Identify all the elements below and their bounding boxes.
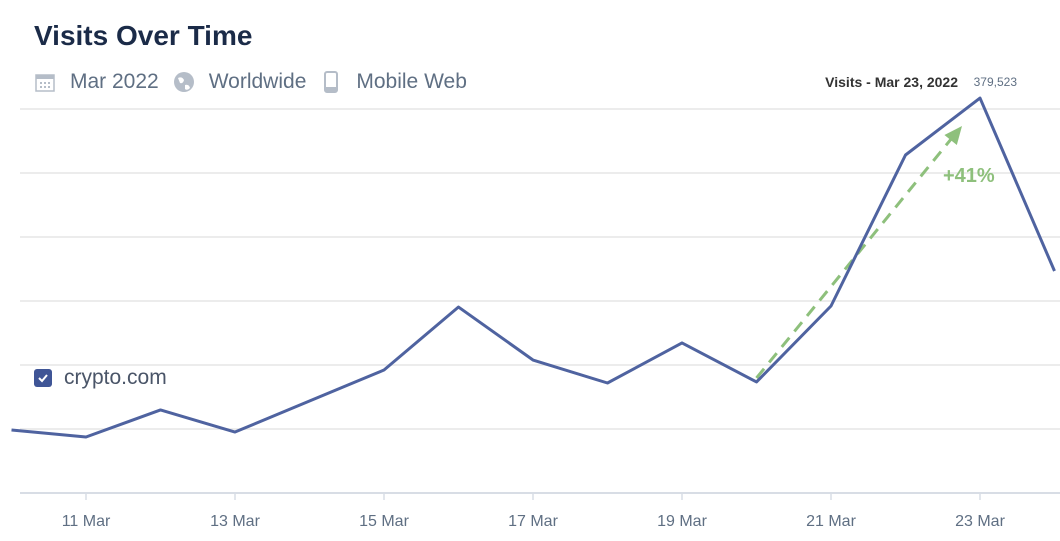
date-filter[interactable]: Mar 2022 <box>70 70 159 93</box>
legend-item-crypto-com[interactable]: crypto.com <box>34 366 167 390</box>
growth-arrow-head <box>944 126 962 146</box>
series-line-crypto-com <box>11 96 1056 439</box>
page-title: Visits Over Time <box>34 20 253 51</box>
mobile-icon <box>324 71 339 93</box>
x-tick-label: 11 Mar <box>62 513 111 530</box>
x-tick-label: 21 Mar <box>806 513 856 530</box>
legend-label: crypto.com <box>64 366 167 389</box>
x-tick-label: 17 Mar <box>508 513 558 530</box>
tooltip-label: Visits - Mar 23, 2022 <box>825 74 958 90</box>
region-filter[interactable]: Worldwide <box>208 70 307 93</box>
platform-filter[interactable]: Mobile Web <box>356 70 467 93</box>
checkbox-checked-icon[interactable] <box>34 369 52 387</box>
x-tick-label: 15 Mar <box>359 513 409 530</box>
x-tick-label: 13 Mar <box>210 513 260 530</box>
filters-row: Mar 2022 Worldwide Mobile Web <box>34 70 481 94</box>
x-tick-label: 23 Mar <box>955 513 1005 530</box>
calendar-icon <box>35 74 55 92</box>
x-tick-label: 19 Mar <box>657 513 707 530</box>
tooltip-value: 379,523 <box>974 75 1018 89</box>
globe-icon <box>173 72 194 92</box>
growth-arrow <box>755 132 958 379</box>
growth-label: +41% <box>943 165 995 187</box>
